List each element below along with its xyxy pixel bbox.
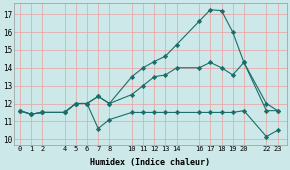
X-axis label: Humidex (Indice chaleur): Humidex (Indice chaleur): [90, 158, 210, 167]
